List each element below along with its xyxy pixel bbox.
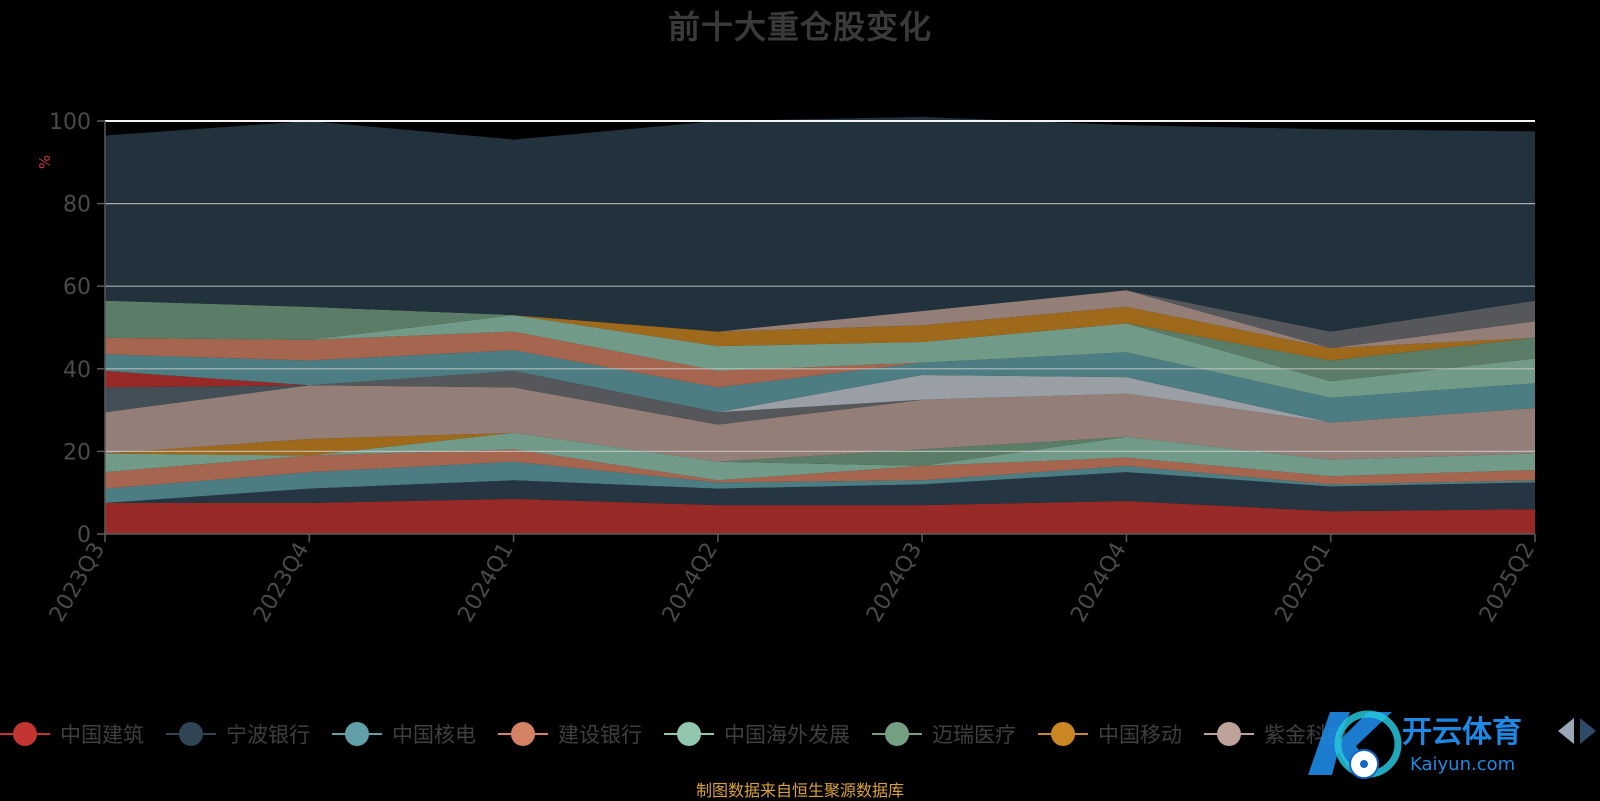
legend-pager — [1558, 718, 1596, 744]
area-series-3 — [105, 461, 1535, 503]
legend-item[interactable]: 中国建筑 — [0, 719, 144, 749]
area-series-9 — [105, 370, 1535, 425]
legend-item[interactable]: 中国核电 — [332, 719, 476, 749]
area-series-17 — [105, 300, 1535, 361]
area-series-5 — [105, 432, 1535, 481]
legend-swatch-icon — [1204, 721, 1254, 747]
y-tick-label: 80 — [63, 193, 91, 218]
y-tick-label: 40 — [63, 358, 91, 383]
area-series-19 — [105, 290, 1535, 349]
legend-swatch-icon — [498, 721, 548, 747]
x-tick-label: 2023Q4 — [249, 539, 314, 627]
legend-next-page-icon[interactable] — [1580, 718, 1596, 744]
y-tick-label: 100 — [49, 110, 91, 135]
legend-label: 中国海外发展 — [724, 723, 850, 747]
kaiyun-watermark-logo: 开云体育 Kaiyun.com — [1308, 710, 1522, 779]
x-tick-label: 2023Q3 — [45, 539, 110, 627]
legend: 中国建筑 宁波银行 中国核电 建设银行 中国海外发展 迈瑞医疗 中国移动 紫金科技 — [0, 716, 1600, 752]
y-tick-label: 60 — [63, 275, 91, 300]
legend-label: 迈瑞医疗 — [932, 723, 1016, 747]
area-series-8 — [105, 385, 1535, 462]
chart-title: 前十大重仓股变化 — [667, 8, 932, 46]
area-series-1 — [105, 498, 1535, 534]
stacked-areas — [105, 116, 1535, 534]
area-series-15 — [105, 315, 1535, 398]
x-tick-label: 2024Q2 — [658, 539, 723, 627]
legend-item[interactable]: 迈瑞医疗 — [872, 719, 1016, 749]
x-tick-label: 2024Q1 — [453, 539, 518, 627]
watermark-cn-text: 开云体育 — [1402, 715, 1522, 750]
y-tick-label: 20 — [63, 440, 91, 465]
data-source-note: 制图数据来自恒生聚源数据库 — [695, 781, 904, 800]
area-series-16 — [105, 300, 1535, 382]
x-tick-label: 2025Q1 — [1271, 539, 1336, 627]
legend-item[interactable]: 建设银行 — [498, 719, 642, 749]
legend-item[interactable]: 中国海外发展 — [664, 719, 850, 749]
y-axis-label: % — [36, 155, 54, 169]
legend-item[interactable]: 中国移动 — [1038, 719, 1182, 749]
x-tick-label: 2024Q4 — [1066, 539, 1131, 627]
chart-area: 0 20 40 60 80 100% 2023Q3 2023Q4 2024Q1 2024Q2 202… — [36, 110, 1540, 627]
area-series-14 — [105, 331, 1535, 398]
legend-swatch-icon — [872, 721, 922, 747]
area-series-18 — [105, 290, 1535, 349]
legend-swatch-icon — [332, 721, 382, 747]
watermark-en-text: Kaiyun.com — [1410, 754, 1515, 775]
legend-swatch-icon — [1038, 721, 1088, 747]
legend-prev-page-icon[interactable] — [1558, 718, 1574, 744]
y-tick-label: 0 — [77, 523, 91, 548]
x-tick-label: 2024Q3 — [862, 539, 927, 627]
area-series-2 — [105, 472, 1535, 512]
area-series-4 — [105, 449, 1535, 489]
area-series-20 — [105, 116, 1535, 332]
legend-label: 宁波银行 — [226, 723, 310, 747]
legend-label: 中国移动 — [1098, 723, 1182, 747]
legend-swatch-icon — [664, 721, 714, 747]
legend-label: 建设银行 — [558, 723, 642, 747]
legend-item[interactable]: 宁波银行 — [166, 719, 310, 749]
legend-label: 中国建筑 — [60, 723, 144, 747]
area-series-6 — [105, 432, 1535, 466]
legend-label: 中国核电 — [392, 723, 476, 747]
x-tick-label: 2025Q2 — [1475, 539, 1540, 627]
legend-swatch-icon — [166, 721, 216, 747]
legend-swatch-icon — [0, 721, 50, 747]
area-series-11 — [105, 370, 1535, 423]
